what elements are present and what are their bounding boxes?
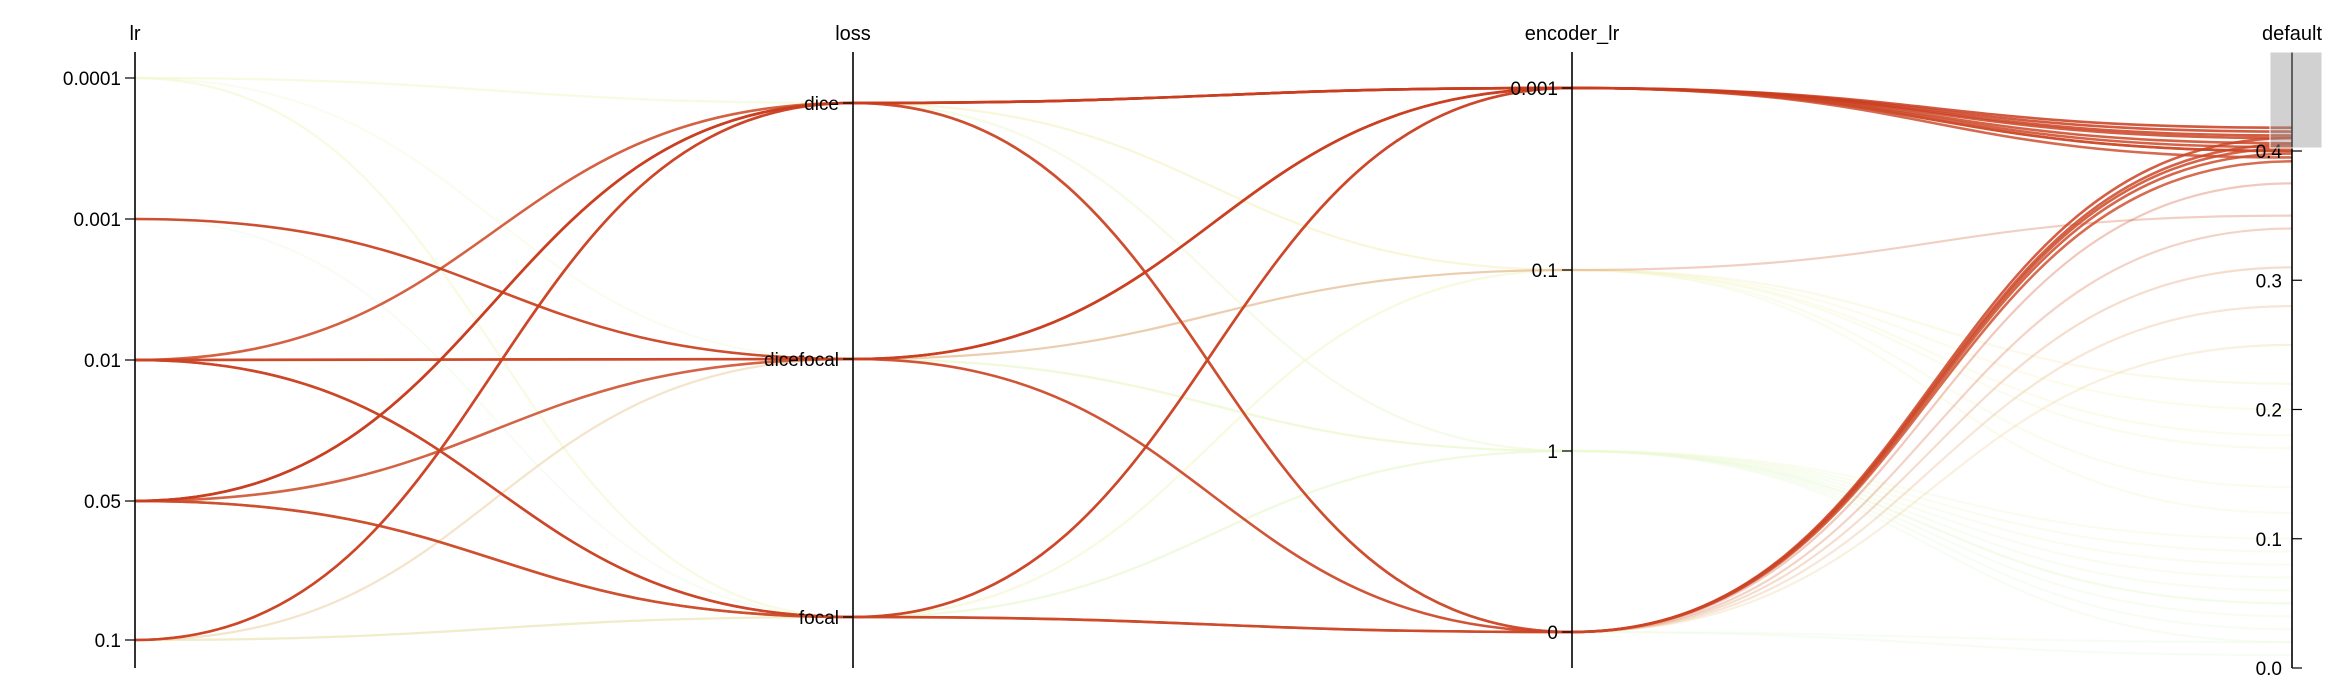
- record-line-0: [134, 86, 2293, 361]
- tick-label-lr-0-1: 0.1: [95, 631, 121, 652]
- tick-label-default-0-0: 0.0: [2256, 659, 2282, 680]
- axis-default: default 0.0 0.1 0.2 0.3 0.4: [2256, 23, 2323, 680]
- tick-label-default-0-1: 0.1: [2256, 530, 2282, 551]
- record-line-28: [134, 449, 2293, 642]
- axis-lr: lr 0.0001 0.001 0.01 0.05 0.1: [63, 23, 141, 668]
- record-line-23: [134, 268, 2293, 503]
- record-line-31: [134, 357, 2293, 644]
- record-line-32: [134, 268, 2293, 642]
- record-line-7: [134, 152, 2293, 634]
- tick-label-lr-0-05: 0.05: [84, 492, 121, 513]
- axis-title-encoder-lr[interactable]: encoder_lr: [1525, 23, 1620, 45]
- tick-label-default-0-2: 0.2: [2256, 401, 2282, 422]
- record-line-9: [134, 101, 2293, 642]
- axis-title-loss[interactable]: loss: [835, 23, 871, 45]
- axis-loss: loss dice dicefocal focal: [764, 23, 871, 668]
- axis-encoder-lr: encoder_lr 0.001 0.1 1 0: [1510, 23, 1620, 668]
- record-line-35: [134, 76, 2293, 619]
- axis-title-lr[interactable]: lr: [129, 23, 140, 45]
- default-axis-brush[interactable]: [2269, 51, 2323, 149]
- tick-label-loss-dice: dice: [804, 94, 839, 115]
- tick-label-encoder-lr-1: 1: [1547, 442, 1558, 463]
- tick-label-lr-0-001: 0.001: [73, 210, 121, 231]
- record-line-26: [134, 358, 2293, 619]
- tick-label-encoder-lr-0-1: 0.1: [1532, 261, 1558, 282]
- tick-label-default-0-4: 0.4: [2256, 142, 2283, 163]
- record-line-27: [134, 449, 2293, 631]
- tick-label-loss-focal: focal: [799, 608, 839, 629]
- record-line-17: [134, 305, 2293, 642]
- polylines-layer: [134, 76, 2293, 657]
- record-line-1: [134, 136, 2293, 634]
- record-line-24: [134, 76, 2293, 605]
- record-line-16: [134, 266, 2293, 634]
- record-line-4: [134, 86, 2293, 503]
- tick-label-lr-0-01: 0.01: [84, 351, 121, 372]
- tick-label-lr-0-0001: 0.0001: [63, 69, 121, 90]
- axes-layer: lr0.00010.0010.010.050.1lossdicedicefoca…: [63, 23, 2323, 680]
- record-line-21: [134, 76, 2293, 619]
- tick-label-loss-dicefocal: dicefocal: [764, 350, 839, 371]
- tick-label-encoder-lr-0: 0: [1547, 623, 1558, 644]
- record-line-34: [134, 615, 2293, 644]
- record-line-29: [134, 76, 2293, 566]
- tick-label-default-0-3: 0.3: [2256, 271, 2282, 292]
- record-line-15: [134, 227, 2293, 634]
- axis-title-default[interactable]: default: [2262, 23, 2322, 45]
- tick-label-encoder-lr-0-001: 0.001: [1510, 79, 1558, 100]
- record-line-20: [134, 76, 2293, 411]
- record-line-37: [134, 268, 2293, 642]
